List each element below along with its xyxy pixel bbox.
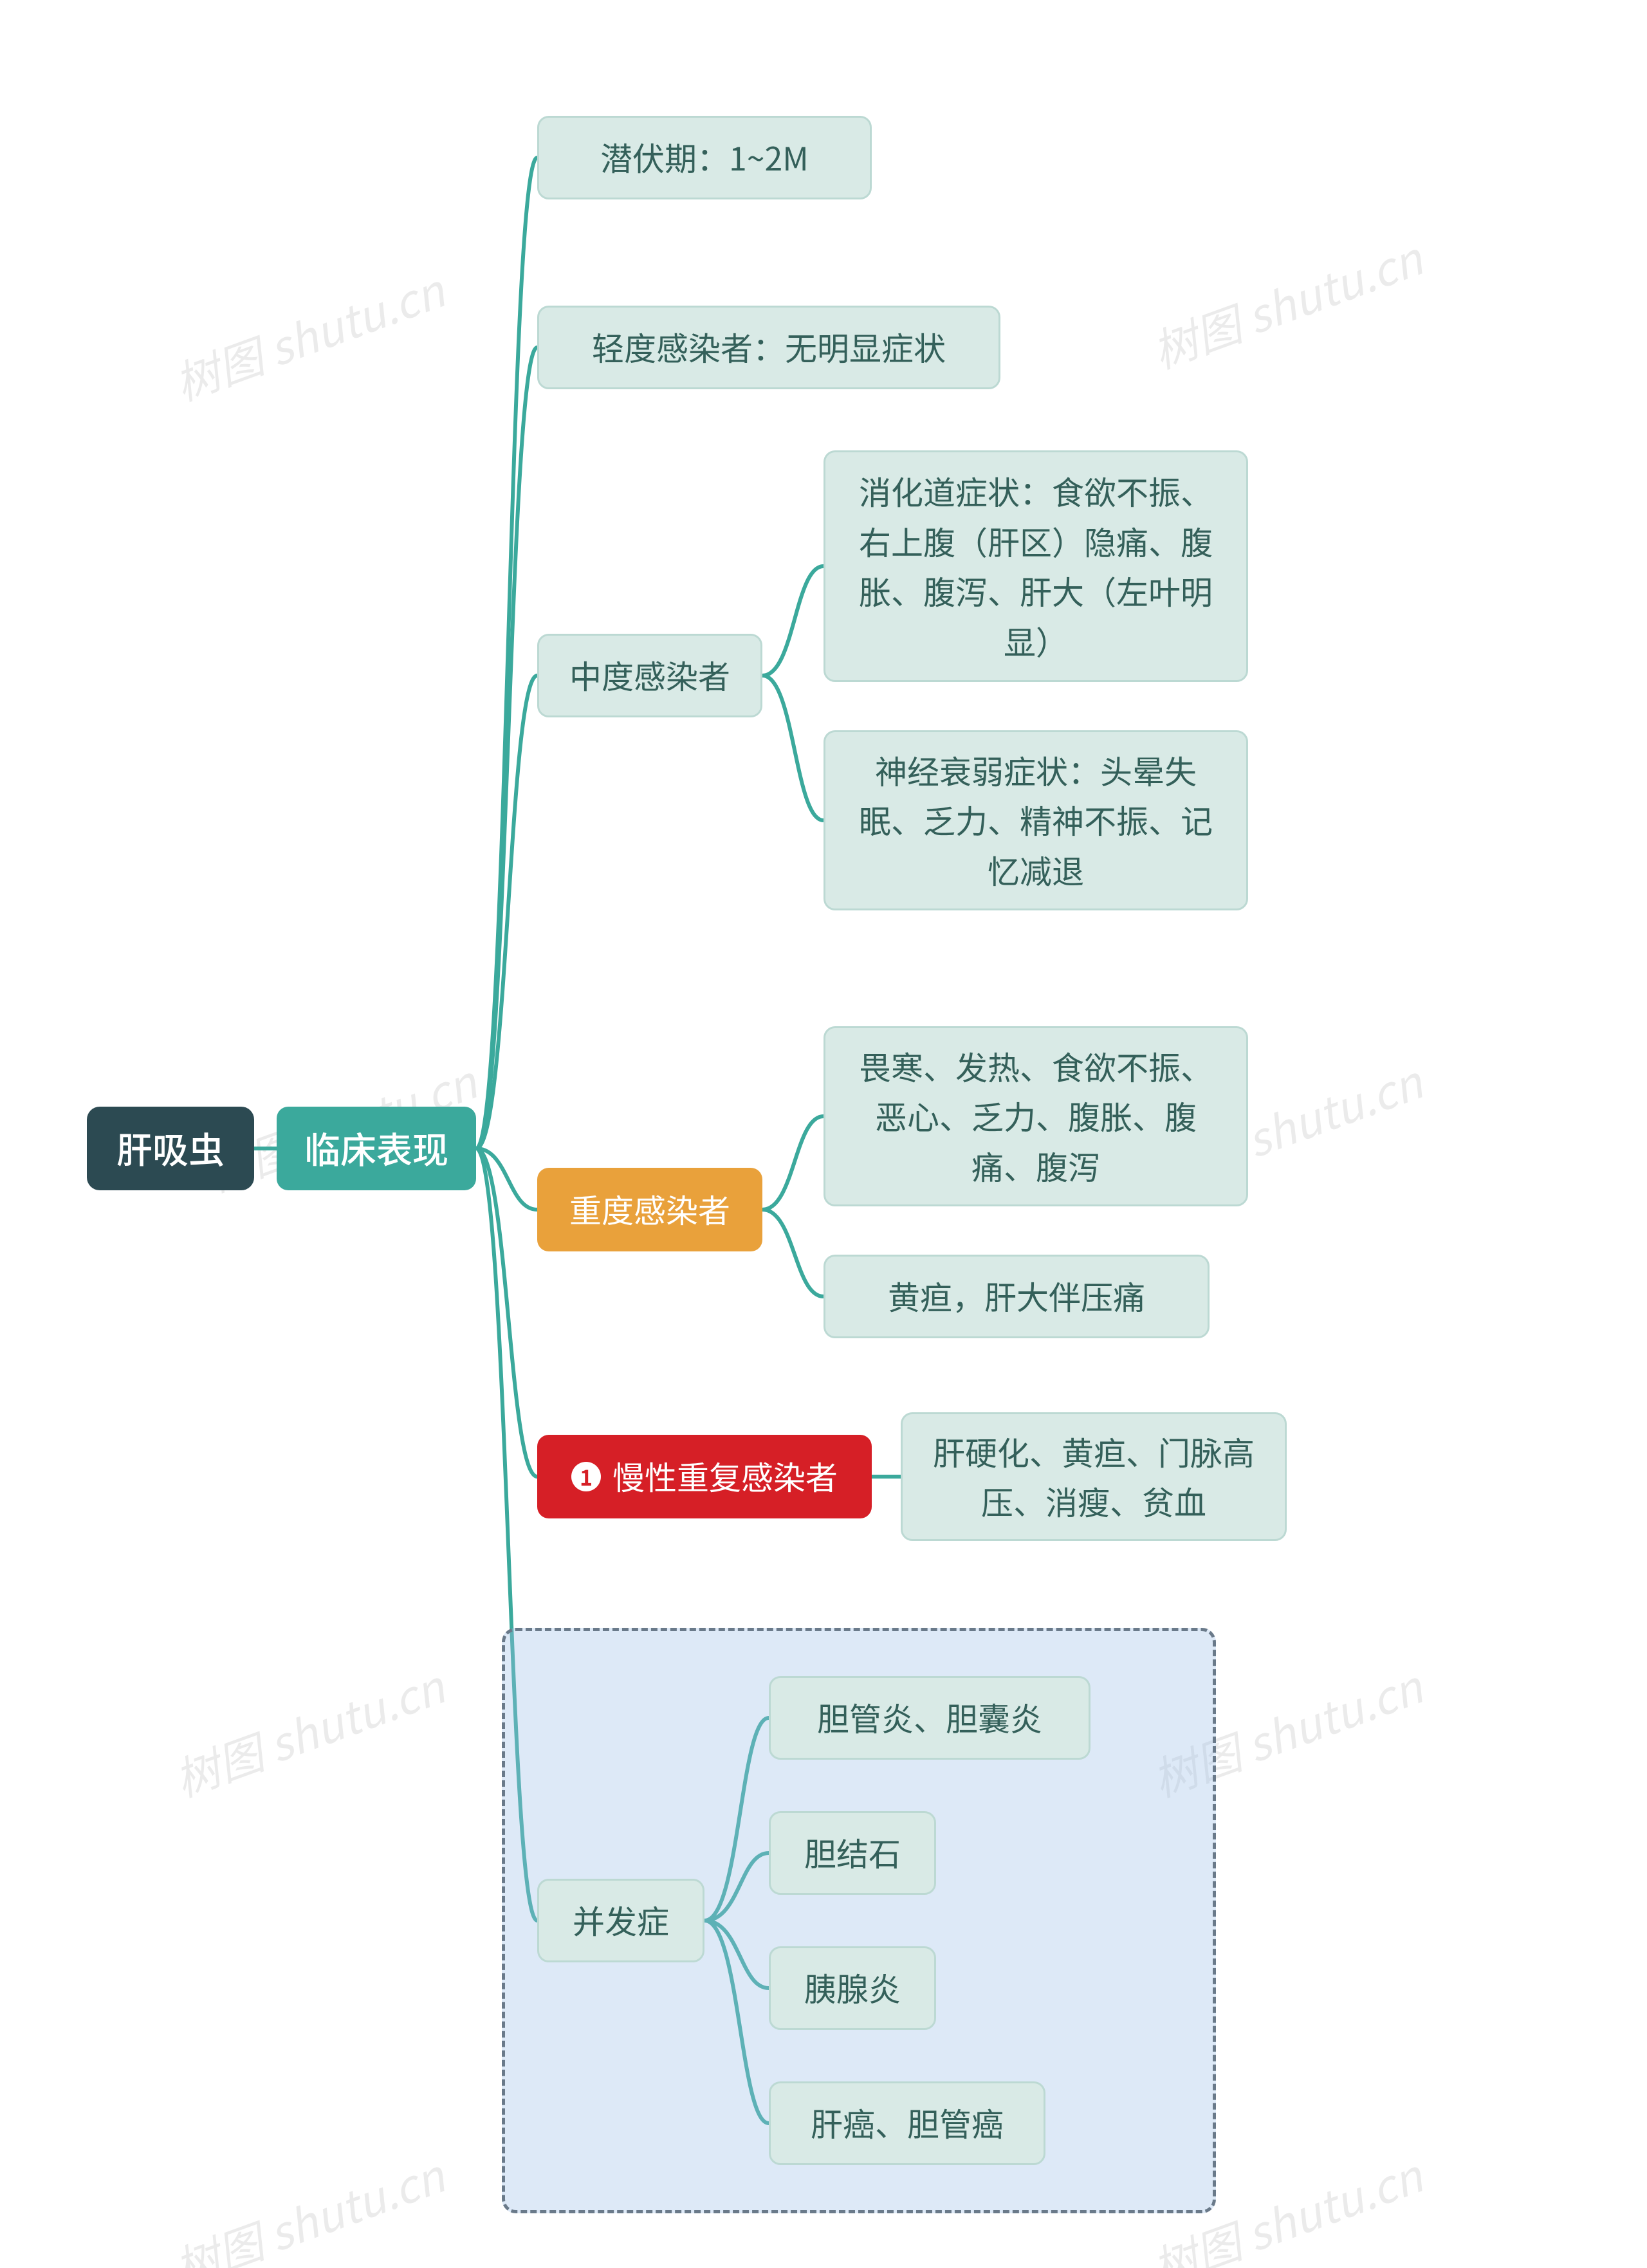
branch-complications-child-2[interactable]: 胰腺炎 [769, 1946, 936, 2030]
branch-mild[interactable]: 轻度感染者：无明显症状 [537, 306, 1000, 389]
root-node[interactable]: 肝吸虫 [87, 1107, 254, 1190]
branch-moderate-child-0[interactable]: 消化道症状：食欲不振、右上腹（肝区）隐痛、腹胀、腹泻、肝大（左叶明显） [824, 450, 1248, 682]
branch-severe-child-1[interactable]: 黄疸，肝大伴压痛 [824, 1255, 1210, 1338]
chronic-badge-icon: 1 [571, 1462, 601, 1491]
level1-node[interactable]: 临床表现 [277, 1107, 476, 1190]
branch-chronic[interactable]: 1 慢性重复感染者 [537, 1435, 872, 1518]
branch-complications-child-3[interactable]: 肝癌、胆管癌 [769, 2081, 1045, 2165]
branch-severe-child-0[interactable]: 畏寒、发热、食欲不振、恶心、乏力、腹胀、腹痛、腹泻 [824, 1026, 1248, 1206]
watermark: 树图 shutu.cn [1143, 224, 1430, 382]
branch-moderate-child-1[interactable]: 神经衰弱症状：头晕失眠、乏力、精神不振、记忆减退 [824, 730, 1248, 910]
branch-severe[interactable]: 重度感染者 [537, 1168, 762, 1251]
branch-chronic-child-0[interactable]: 肝硬化、黄疸、门脉高压、消瘦、贫血 [901, 1412, 1287, 1541]
branch-incubation[interactable]: 潜伏期：1~2M [537, 116, 872, 199]
watermark: 树图 shutu.cn [165, 1652, 452, 1810]
branch-chronic-label: 慢性重复感染者 [612, 1452, 838, 1502]
branch-complications-child-0[interactable]: 胆管炎、胆囊炎 [769, 1676, 1090, 1760]
watermark: 树图 shutu.cn [165, 2141, 452, 2268]
branch-moderate[interactable]: 中度感染者 [537, 634, 762, 717]
watermark: 树图 shutu.cn [165, 256, 452, 414]
branch-complications[interactable]: 并发症 [537, 1879, 704, 1962]
branch-complications-child-1[interactable]: 胆结石 [769, 1811, 936, 1895]
